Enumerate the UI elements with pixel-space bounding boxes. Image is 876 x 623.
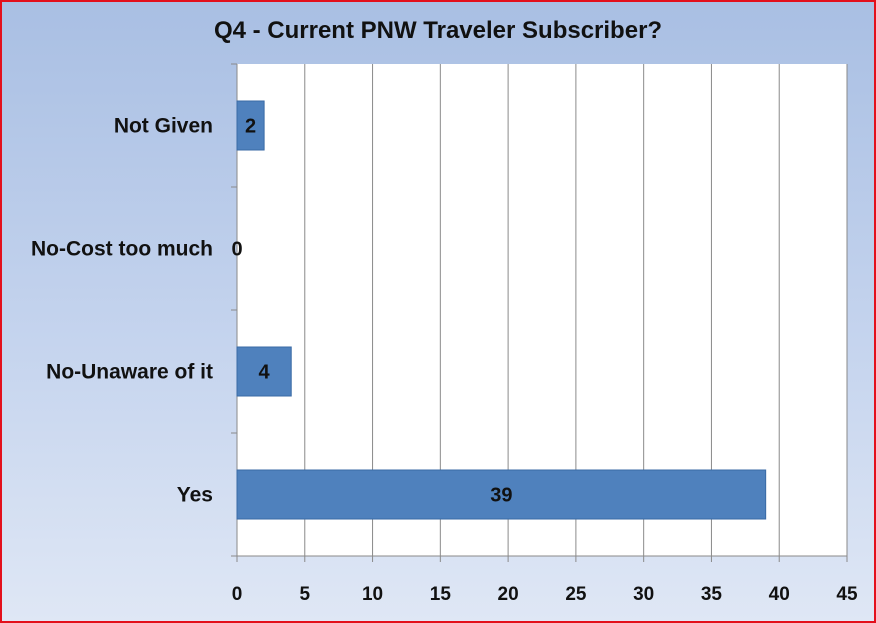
chart-title: Q4 - Current PNW Traveler Subscriber? [214, 17, 662, 44]
data-label: 4 [259, 362, 271, 384]
x-tick-label: 0 [232, 584, 243, 605]
category-label: Yes [177, 484, 213, 507]
x-tick-label: 35 [701, 584, 723, 605]
category-label: Not Given [114, 115, 213, 138]
bar [236, 469, 767, 520]
x-tick-label: 10 [362, 584, 383, 605]
data-label: 2 [245, 116, 256, 138]
bar [236, 346, 292, 397]
category-label: No-Unaware of it [46, 361, 213, 384]
data-label: 0 [231, 239, 242, 261]
bar [236, 100, 265, 151]
x-tick-label: 20 [498, 584, 519, 605]
x-tick-label: 15 [430, 584, 452, 605]
x-tick-label: 25 [565, 584, 587, 605]
x-tick-label: 45 [836, 584, 858, 605]
category-label: No-Cost too much [31, 238, 213, 261]
data-label: 39 [490, 485, 512, 507]
x-tick-label: 40 [769, 584, 790, 605]
bars [236, 100, 767, 520]
x-tick-label: 30 [633, 584, 654, 605]
x-tick-label: 5 [299, 584, 310, 605]
